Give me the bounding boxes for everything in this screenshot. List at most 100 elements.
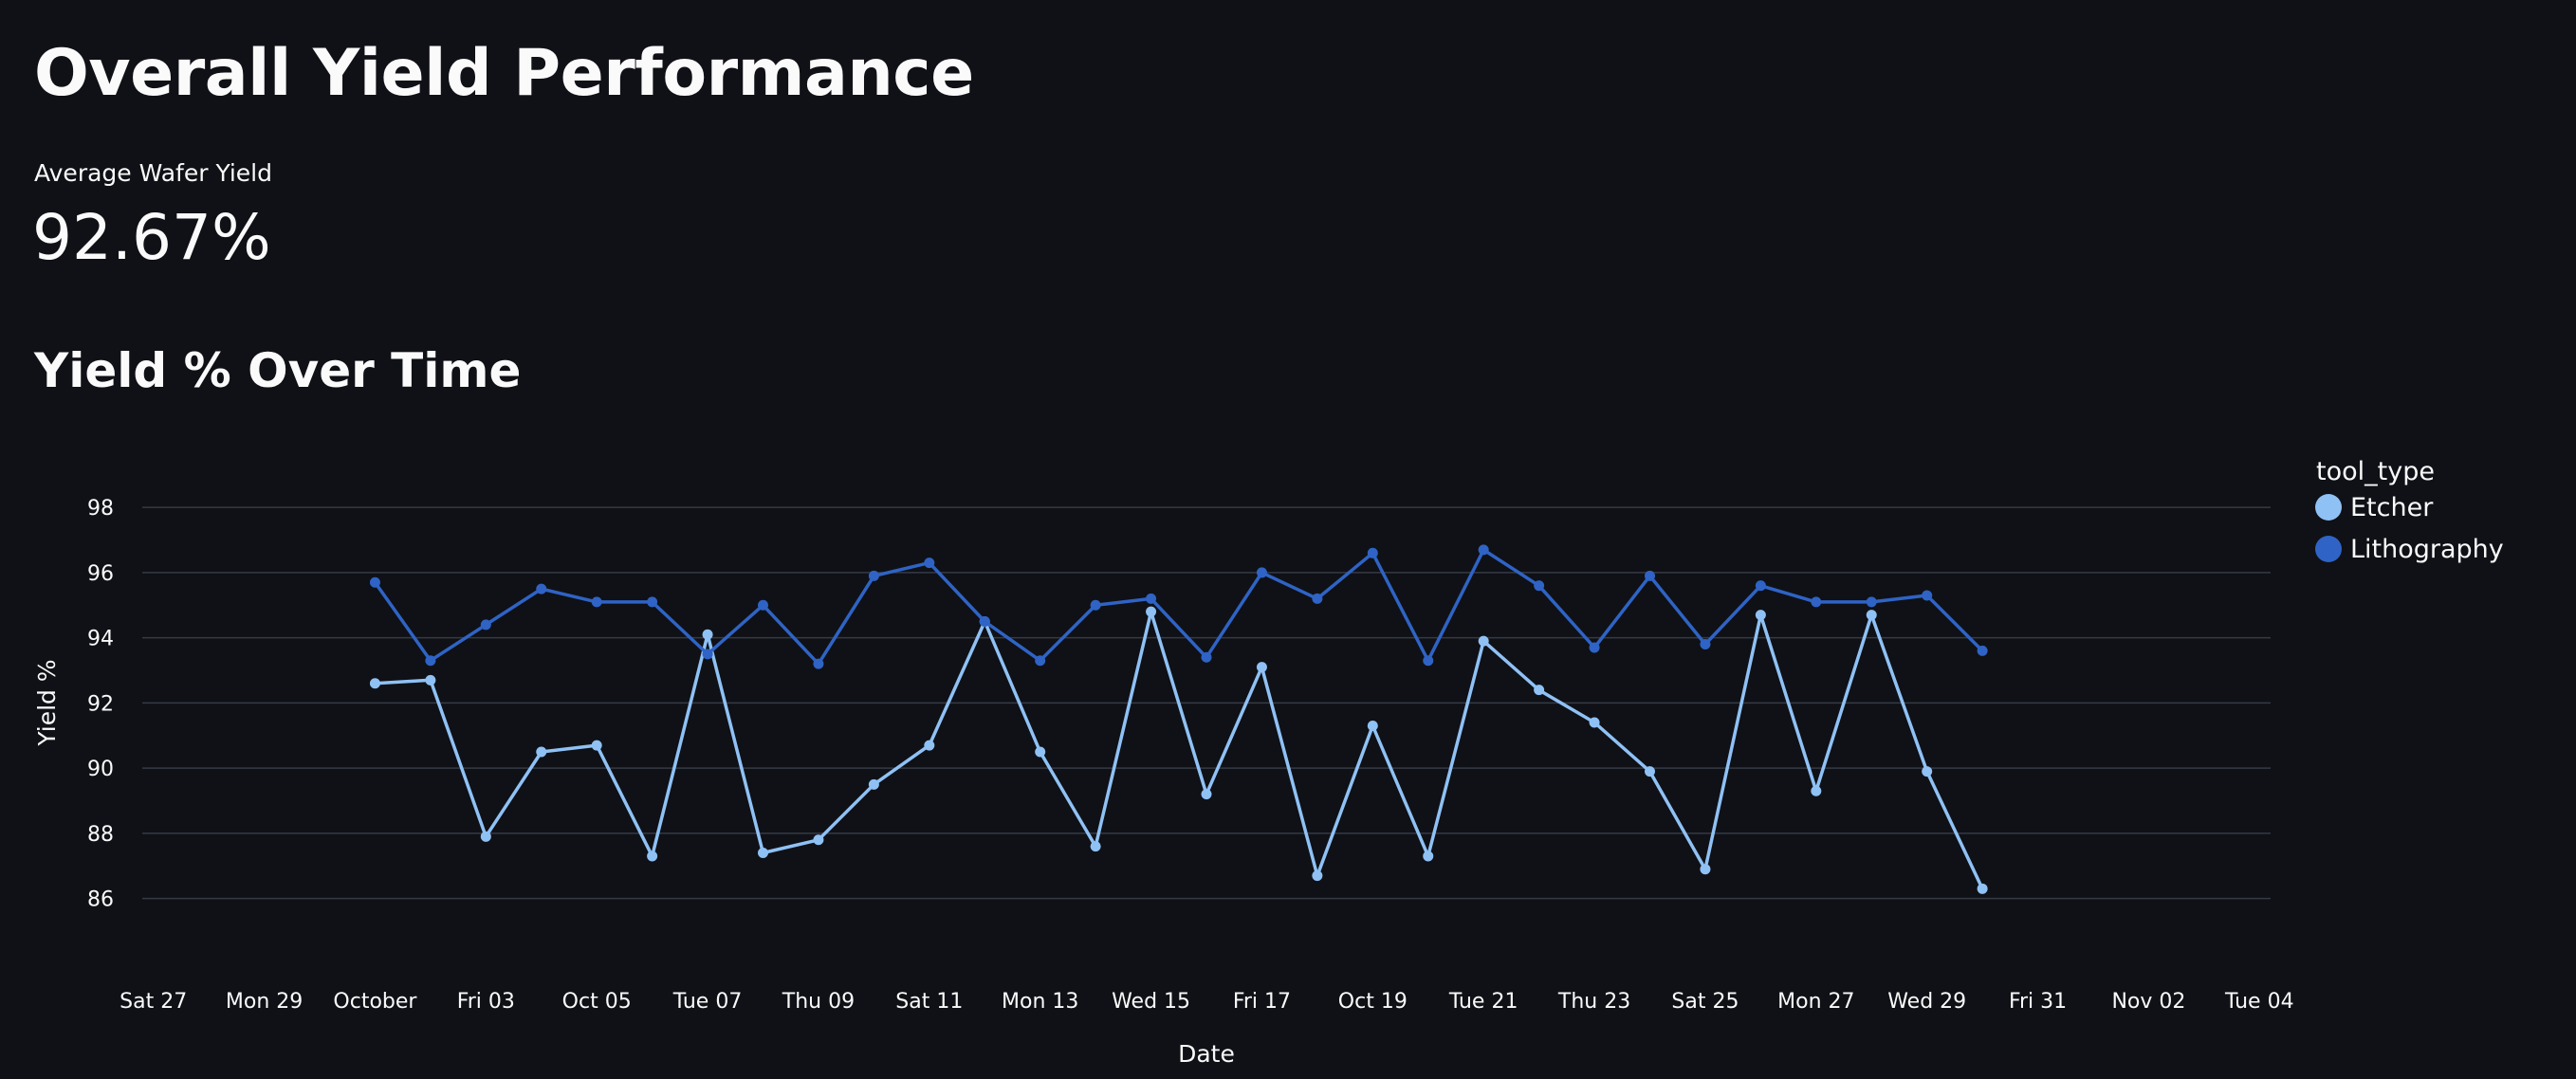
y-tick-label: 96 — [87, 562, 114, 586]
x-tick-label: Sat 25 — [1671, 990, 1739, 1014]
data-point[interactable] — [1367, 547, 1378, 558]
data-point[interactable] — [758, 848, 768, 859]
series-line-lithography[interactable] — [373, 548, 1984, 666]
data-point[interactable] — [758, 599, 768, 611]
legend-swatch — [2315, 536, 2342, 562]
data-point[interactable] — [536, 746, 547, 758]
section-title: Yield % Over Time — [34, 343, 522, 398]
data-point[interactable] — [425, 655, 436, 667]
data-point[interactable] — [1478, 635, 1489, 647]
data-point[interactable] — [1423, 655, 1434, 667]
metric-value: 92.67% — [32, 201, 271, 274]
data-point[interactable] — [1256, 567, 1267, 578]
x-tick-label: Oct 19 — [1338, 990, 1408, 1014]
data-point[interactable] — [868, 570, 879, 581]
data-point[interactable] — [702, 649, 713, 660]
x-tick-label: October — [333, 990, 417, 1014]
data-point[interactable] — [369, 576, 380, 588]
gridlines — [142, 506, 2271, 900]
y-tick-label: 94 — [87, 628, 114, 651]
data-point[interactable] — [1811, 596, 1822, 608]
data-point[interactable] — [813, 834, 824, 846]
legend-swatch — [2315, 494, 2342, 521]
data-point[interactable] — [702, 629, 713, 640]
data-point[interactable] — [1035, 746, 1046, 758]
data-point[interactable] — [1922, 766, 1933, 777]
metric-label: Average Wafer Yield — [34, 159, 272, 187]
data-point[interactable] — [1256, 662, 1267, 673]
data-point[interactable] — [536, 583, 547, 594]
data-point[interactable] — [1700, 639, 1711, 650]
data-point[interactable] — [1534, 685, 1545, 696]
data-point[interactable] — [480, 831, 491, 842]
data-point[interactable] — [979, 615, 990, 627]
data-point[interactable] — [924, 740, 935, 751]
data-point[interactable] — [591, 740, 602, 751]
series-layer[interactable] — [369, 544, 1988, 894]
x-tick-label: Mon 29 — [226, 990, 303, 1014]
data-point[interactable] — [425, 674, 436, 686]
yield-line-chart[interactable]: 86 88 90 92 94 96 98 Sat 27 Mon 29 October Fri 03… — [0, 436, 2576, 1079]
data-point[interactable] — [1534, 580, 1545, 592]
y-tick-label: 90 — [87, 758, 114, 781]
x-tick-label: Tue 21 — [1448, 990, 1518, 1014]
y-axis-title: Yield % — [33, 659, 61, 746]
legend-title: tool_type — [2316, 457, 2435, 486]
data-point[interactable] — [1700, 864, 1711, 875]
data-point[interactable] — [1589, 717, 1600, 728]
series-line-etcher[interactable] — [375, 610, 1984, 890]
data-point[interactable] — [1090, 599, 1101, 611]
x-tick-label: Wed 15 — [1112, 990, 1190, 1014]
legend-label: Etcher — [2350, 493, 2434, 522]
data-point[interactable] — [1146, 593, 1157, 604]
x-tick-label: Thu 09 — [782, 990, 855, 1014]
data-point[interactable] — [1866, 610, 1877, 621]
x-tick-label: Thu 23 — [1557, 990, 1630, 1014]
y-axis-ticks: 86 88 90 92 94 96 98 — [87, 497, 114, 911]
x-tick-label: Wed 29 — [1887, 990, 1966, 1014]
x-tick-label: Fri 17 — [1233, 990, 1291, 1014]
series-lithography[interactable] — [369, 544, 1988, 669]
data-point[interactable] — [813, 658, 824, 669]
data-point[interactable] — [1312, 870, 1323, 882]
data-point[interactable] — [868, 778, 879, 790]
data-point[interactable] — [1312, 593, 1323, 604]
data-point[interactable] — [480, 619, 491, 631]
data-point[interactable] — [591, 596, 602, 608]
data-point[interactable] — [1977, 883, 1988, 894]
x-tick-label: Nov 02 — [2111, 990, 2185, 1014]
y-tick-label: 88 — [87, 823, 114, 847]
data-point[interactable] — [1645, 766, 1655, 777]
data-point[interactable] — [1478, 544, 1489, 556]
data-point[interactable] — [1977, 645, 1988, 656]
x-tick-label: Sat 27 — [120, 990, 187, 1014]
data-point[interactable] — [1589, 642, 1600, 653]
x-tick-label: Sat 11 — [895, 990, 963, 1014]
data-point[interactable] — [1755, 580, 1766, 592]
data-point[interactable] — [1035, 655, 1046, 667]
data-point[interactable] — [1201, 651, 1212, 663]
data-point[interactable] — [1645, 570, 1655, 581]
x-tick-label: Tue 07 — [672, 990, 743, 1014]
x-axis-title: Date — [1178, 1040, 1235, 1068]
data-point[interactable] — [1367, 720, 1378, 731]
y-tick-label: 86 — [87, 888, 114, 912]
data-point[interactable] — [1922, 590, 1933, 601]
data-point[interactable] — [1090, 841, 1101, 852]
data-point[interactable] — [647, 850, 658, 862]
x-tick-label: Oct 05 — [562, 990, 632, 1014]
data-point[interactable] — [1146, 606, 1157, 617]
series-etcher[interactable] — [369, 606, 1988, 894]
data-point[interactable] — [1866, 596, 1877, 608]
data-point[interactable] — [369, 678, 380, 689]
data-point[interactable] — [1811, 785, 1822, 796]
data-point[interactable] — [1423, 850, 1434, 862]
x-tick-label: Fri 31 — [2009, 990, 2067, 1014]
legend: tool_type Etcher Lithography — [2315, 457, 2504, 564]
data-point[interactable] — [924, 558, 935, 569]
legend-label: Lithography — [2350, 535, 2504, 564]
data-point[interactable] — [1755, 610, 1766, 621]
x-tick-label: Mon 27 — [1777, 990, 1854, 1014]
data-point[interactable] — [1201, 789, 1212, 800]
data-point[interactable] — [647, 596, 658, 608]
